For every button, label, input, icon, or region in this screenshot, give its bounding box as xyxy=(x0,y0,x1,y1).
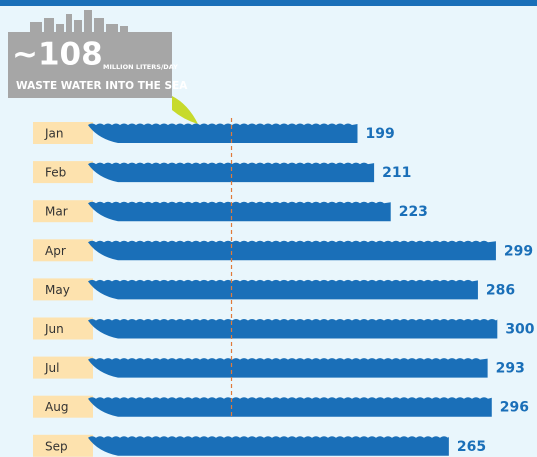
value-label: 293 xyxy=(496,361,525,377)
bar xyxy=(88,123,358,143)
value-label: 199 xyxy=(365,126,394,142)
bar xyxy=(88,162,375,183)
category-label: Jul xyxy=(44,361,59,375)
category-label: Feb xyxy=(45,166,66,180)
annotation-unit: MILLION LITERS/DAY xyxy=(103,63,178,71)
top-band xyxy=(0,0,537,6)
skyline-icon xyxy=(30,10,128,32)
value-label: 300 xyxy=(505,322,534,338)
category-tab xyxy=(33,122,93,144)
value-label: 223 xyxy=(399,204,428,220)
bar xyxy=(88,201,391,222)
category-tab xyxy=(33,434,93,457)
category-label: Aug xyxy=(45,400,68,414)
bar xyxy=(88,319,498,339)
category-label: Jun xyxy=(44,322,64,336)
annotation-box xyxy=(8,32,172,98)
category-label: Apr xyxy=(45,244,66,258)
bar xyxy=(88,436,449,456)
bar xyxy=(88,240,496,261)
value-label: 286 xyxy=(486,282,515,298)
category-label: Jan xyxy=(44,127,64,141)
category-tab xyxy=(33,200,93,223)
annotation-text: WASTE WATER INTO THE SEA xyxy=(16,80,188,92)
category-tab xyxy=(33,395,93,418)
category-label: Sep xyxy=(45,439,68,453)
category-tab xyxy=(33,317,93,340)
category-tab xyxy=(33,161,93,184)
value-label: 211 xyxy=(382,165,411,181)
value-label: 299 xyxy=(504,243,533,259)
value-label: 265 xyxy=(457,439,486,455)
value-label: 296 xyxy=(500,400,529,416)
category-tab xyxy=(33,278,93,301)
category-label: May xyxy=(45,283,70,297)
category-tab xyxy=(33,239,93,262)
pointer xyxy=(172,96,198,124)
annotation-value: ~108 xyxy=(12,37,103,73)
bar xyxy=(88,397,492,417)
bar xyxy=(88,358,488,378)
category-label: Mar xyxy=(45,205,68,219)
bar xyxy=(88,279,478,300)
category-tab xyxy=(33,356,93,379)
